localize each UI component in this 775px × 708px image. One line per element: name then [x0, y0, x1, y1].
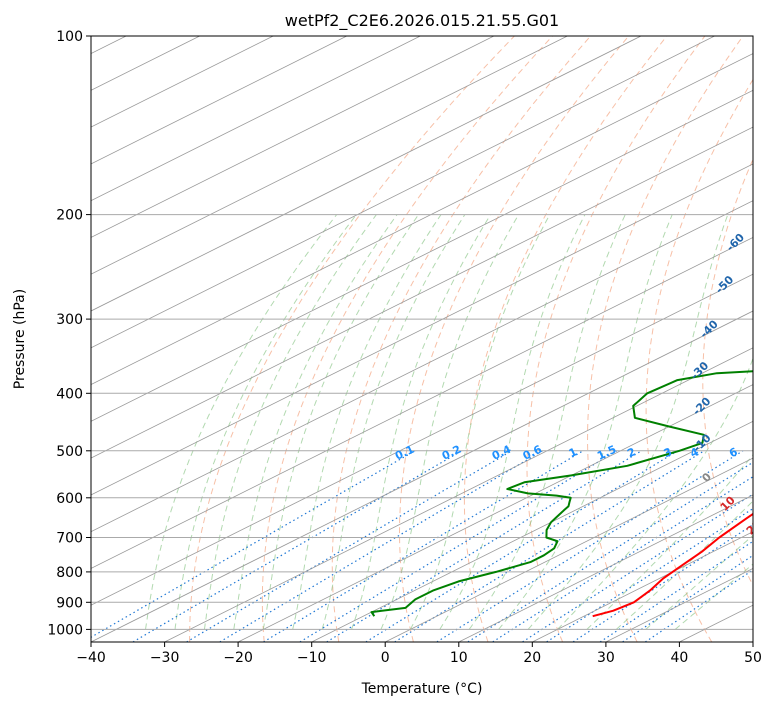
skewed-isotherm [91, 89, 753, 422]
moist-adiabat-label: 20 [744, 517, 764, 537]
x-tick-label: −30 [150, 650, 180, 666]
skewed-isotherm [91, 237, 753, 569]
y-tick-label: 1000 [47, 622, 83, 638]
mixing-ratio-line [299, 450, 618, 642]
dry-adiabat [702, 157, 753, 587]
skewed-isotherm [385, 457, 753, 642]
x-tick-label: 50 [744, 650, 762, 666]
skewed-isotherm [91, 36, 495, 238]
skewed-isotherm [91, 310, 753, 642]
skewed-isotherm [91, 36, 715, 349]
plot-frame [90, 35, 754, 643]
y-tick-label: 400 [56, 386, 83, 402]
x-axis: −40 −30 −20 −10 0 10 20 30 40 50 [76, 642, 762, 666]
skewed-isotherm [91, 126, 753, 459]
skewed-isotherm [91, 36, 421, 202]
mixing-ratio-line [522, 493, 753, 642]
dry-adiabat [261, 36, 553, 642]
skewed-isotherm [237, 384, 753, 642]
skewed-isotherm [311, 420, 753, 642]
dry-adiabat [463, 36, 668, 642]
x-tick-label: −40 [76, 650, 106, 666]
skewed-isotherm [164, 347, 753, 642]
y-tick-label: 700 [56, 531, 83, 547]
x-tick-label: −20 [223, 650, 253, 666]
y-tick-label: 200 [56, 208, 83, 224]
dewpoint-line [370, 370, 753, 617]
series-group [370, 370, 753, 618]
x-axis-title: Temperature (°C) [361, 681, 483, 697]
temperature-line [592, 512, 753, 618]
x-tick-label: 20 [523, 650, 541, 666]
grid-lines [91, 36, 753, 642]
y-tick-label: 800 [56, 565, 83, 581]
mixing-ratio-line [186, 450, 513, 642]
skewed-isotherm [91, 163, 753, 496]
skewed-isotherm [91, 273, 753, 606]
dry-adiabat [586, 36, 744, 642]
moist-adiabat [615, 500, 753, 630]
moist-adiabat [527, 214, 729, 630]
skewed-isotherm [91, 36, 642, 312]
dry-adiabat [526, 36, 706, 642]
y-tick-label: 500 [56, 444, 83, 460]
mixing-ratio-line [365, 450, 679, 642]
skewed-isotherm [91, 36, 347, 165]
x-tick-label: 30 [597, 650, 615, 666]
y-axis-title: Pressure (hPa) [12, 289, 28, 389]
dry-adiabat [645, 78, 753, 642]
skewed-isotherm [91, 36, 568, 275]
y-tick-label: 100 [56, 29, 83, 45]
dry-adiabat [189, 36, 515, 642]
x-tick-label: 10 [450, 650, 468, 666]
x-tick-label: 0 [381, 650, 390, 666]
skewed-isotherm [91, 200, 753, 533]
y-tick-label: 900 [56, 595, 83, 611]
chart-title: wetPf2_C2E6.2026.015.21.55.G01 [285, 11, 559, 31]
moist-adiabat [380, 214, 520, 630]
y-tick-label: 300 [56, 312, 83, 328]
dry-adiabat [399, 36, 630, 642]
mixing-ratio-line [326, 450, 642, 642]
mixing-ratio-line [263, 450, 584, 642]
mixing-ratio-line [219, 450, 543, 642]
skewed-isotherm [532, 531, 753, 642]
skewed-isotherm [91, 53, 753, 385]
x-tick-label: −10 [297, 650, 327, 666]
y-axis: 1000 900 800 700 600 500 400 300 200 100 [47, 29, 91, 638]
x-tick-label: 40 [670, 650, 688, 666]
y-tick-label: 600 [56, 491, 83, 507]
skewed-isotherm [458, 494, 753, 642]
